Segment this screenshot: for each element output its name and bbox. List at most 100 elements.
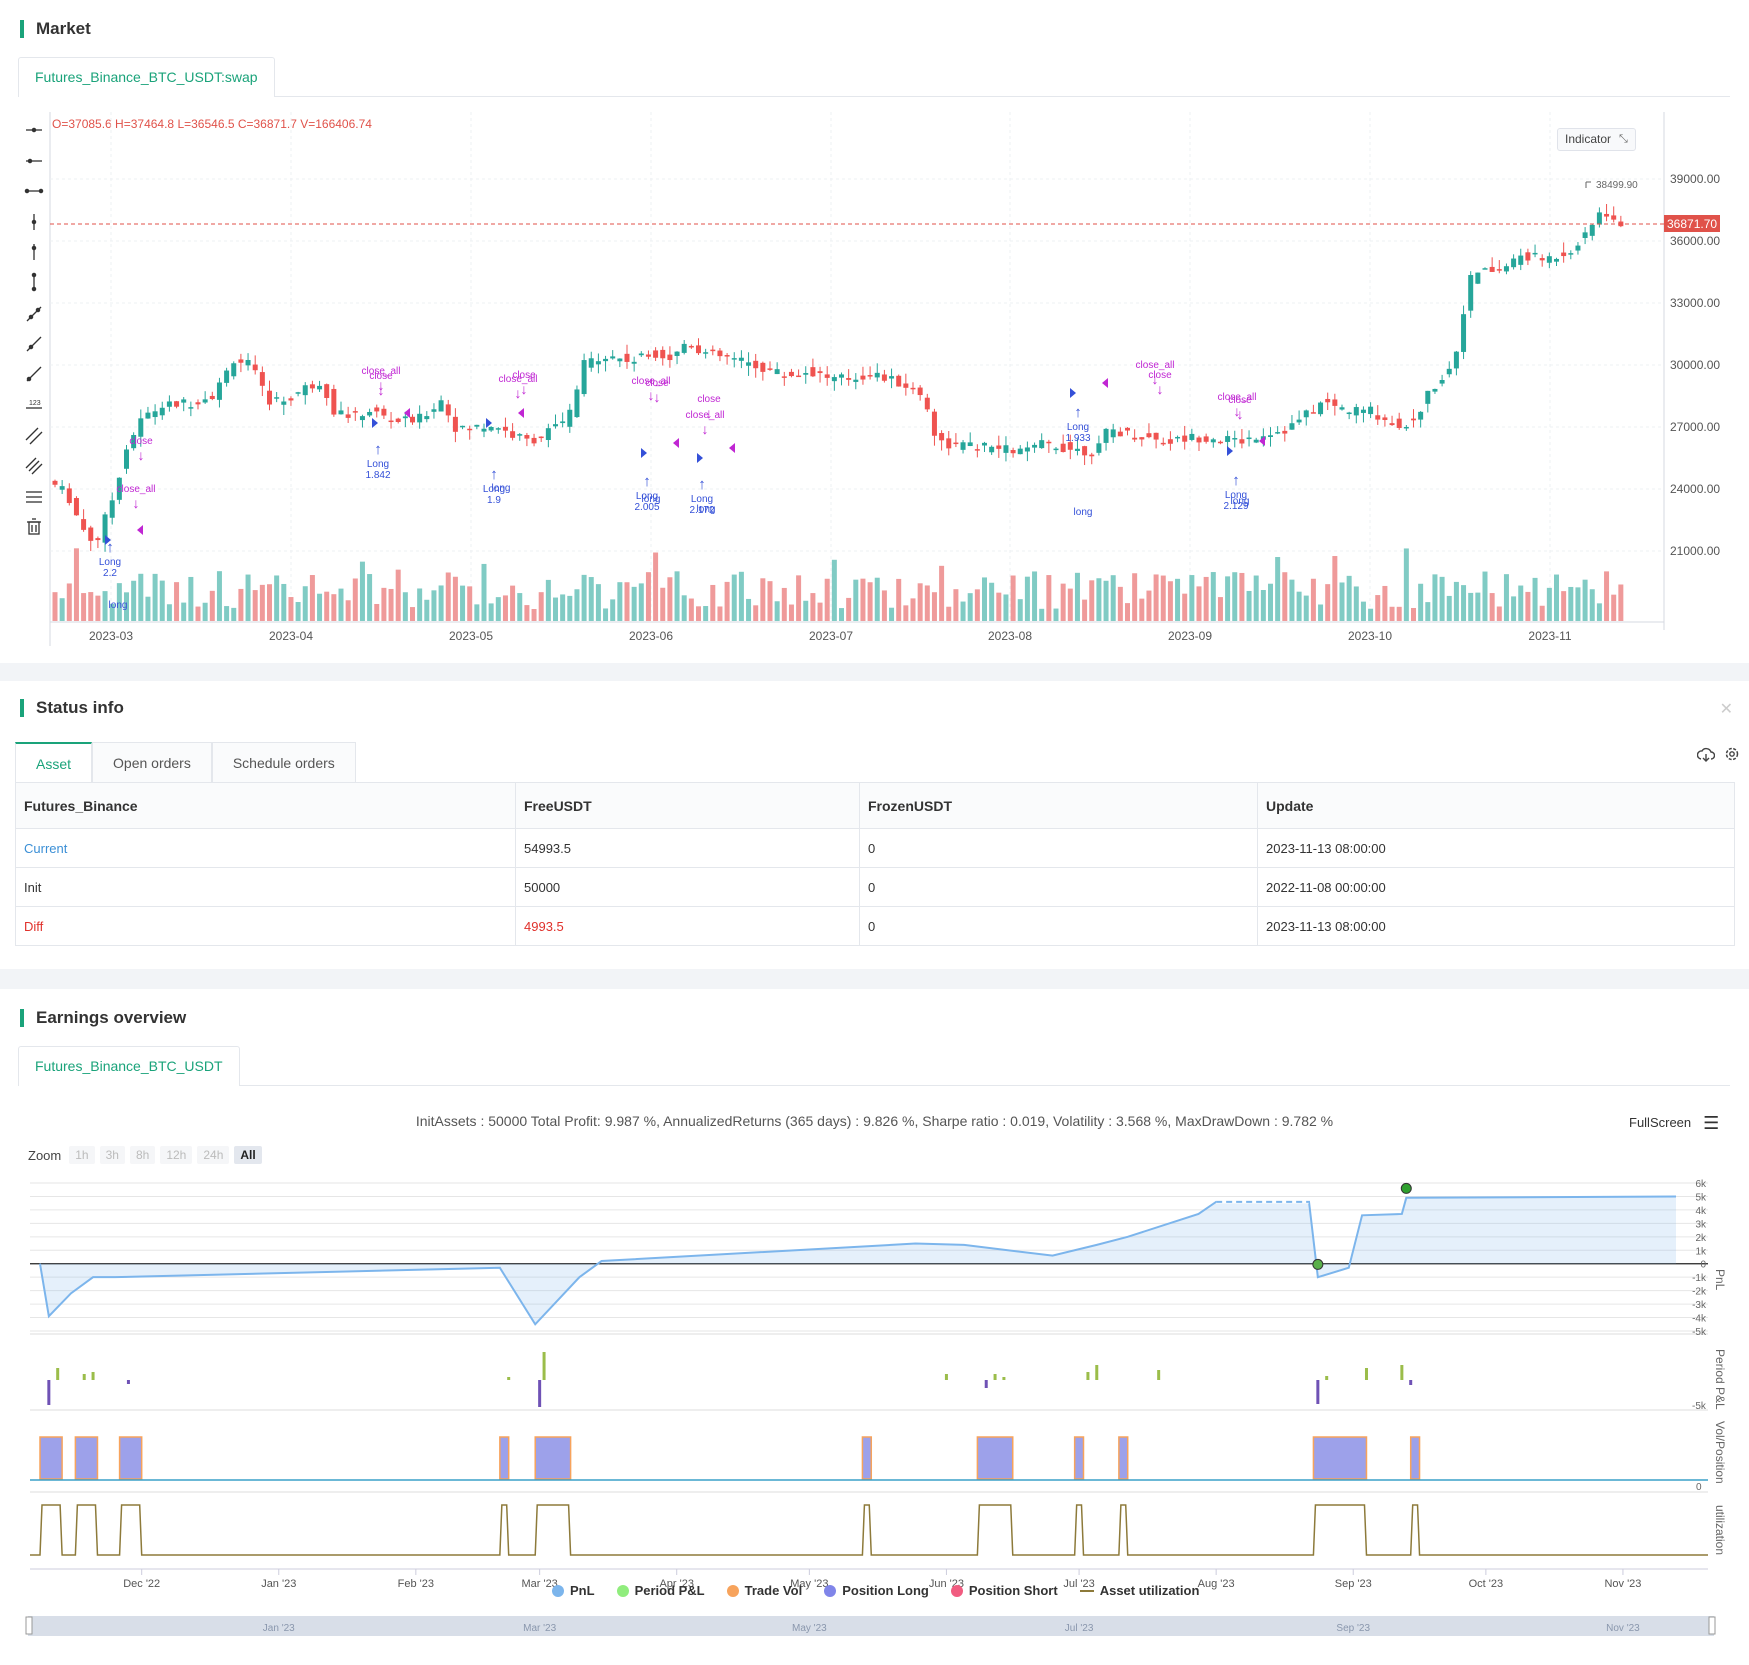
candle-body [59, 486, 65, 490]
exit-triangle [729, 443, 735, 453]
volume-bar [1439, 576, 1445, 621]
tab-schedule-orders[interactable]: Schedule orders [211, 742, 356, 784]
volume-bar [746, 598, 752, 621]
indicator-button[interactable]: Indicator ⤡ [1557, 128, 1636, 151]
cloud-download-icon[interactable] [1696, 747, 1716, 768]
candle-body [1196, 437, 1202, 443]
candle-body [1203, 436, 1209, 442]
candle-body [803, 373, 809, 375]
volume-bar [1546, 587, 1552, 621]
row-label-current[interactable]: Current [15, 828, 516, 868]
zoom-3h-button[interactable]: 3h [99, 1146, 125, 1164]
candle-body [52, 480, 58, 485]
long-size-label: 1.9 [487, 495, 501, 506]
zoom-24h-button[interactable]: 24h [197, 1146, 230, 1164]
navigator-track[interactable] [28, 1616, 1714, 1636]
period-pnl-bar [1364, 1368, 1368, 1380]
candle-body [1182, 435, 1188, 442]
trend-line-icon[interactable] [26, 306, 42, 322]
legend-item-trade-vol[interactable]: Trade Vol [726, 1583, 802, 1598]
candle-body [1253, 439, 1259, 443]
candle-body [431, 409, 437, 412]
vertical-ray-icon[interactable] [31, 244, 37, 260]
horizontal-line-icon[interactable] [26, 127, 42, 133]
horizontal-segment-icon[interactable] [24, 188, 44, 194]
gear-icon[interactable] [1723, 745, 1741, 768]
volume-bar [1125, 603, 1130, 621]
navigator-handle-right[interactable] [1708, 1616, 1716, 1635]
volume-bar [531, 608, 537, 621]
close-icon[interactable]: ✕ [1719, 701, 1733, 718]
legend-dot [616, 1584, 629, 1597]
zoom-1h-button[interactable]: 1h [69, 1146, 95, 1164]
candle-body [1589, 224, 1595, 236]
volume-bar [410, 607, 415, 621]
earnings-chart[interactable]: 6k 5k 4k 3k 2k 1k 0 -1k -2k -3k -4k -5k Dec '22 Jan '… [0, 989, 1749, 1665]
navigator-tick-label: Jul '23 [1065, 1623, 1094, 1634]
legend-item-position-short[interactable]: Position Short [950, 1583, 1058, 1598]
tab-asset[interactable]: Asset [15, 742, 93, 784]
legend-item-pnl[interactable]: PnL [552, 1583, 595, 1598]
fullscreen-button[interactable]: FullScreen ☰ [1629, 1112, 1720, 1133]
row-label-init: Init [15, 867, 516, 907]
parallel-channel-icon[interactable] [25, 427, 43, 445]
candle-body [1210, 439, 1216, 443]
zoom-all-button[interactable]: All [234, 1146, 262, 1164]
ray-line-icon[interactable] [26, 336, 42, 352]
candle-body [853, 379, 859, 382]
volume-bar [1110, 575, 1116, 621]
fib-channel-icon[interactable] [25, 457, 43, 475]
volume-bar [1175, 578, 1181, 621]
candle-body [974, 449, 980, 451]
legend-label: Position Long [842, 1583, 929, 1598]
long-size-label: 2.129 [1223, 501, 1248, 512]
legend-item-period-pnl[interactable]: Period P&L [616, 1583, 705, 1598]
collapse-icon: ⤡ [1619, 133, 1628, 145]
candle-body [1289, 423, 1295, 430]
volume-bar [88, 592, 94, 621]
volume-bar [159, 580, 165, 621]
candle-body [202, 399, 208, 403]
candle-body [1032, 444, 1038, 448]
candle-body [560, 421, 566, 424]
navigator-handle-left[interactable] [25, 1616, 33, 1635]
legend-dot [726, 1584, 739, 1597]
candle-body [331, 388, 337, 415]
tab-earnings-symbol[interactable]: Futures_Binance_BTC_USDT [18, 1046, 240, 1086]
long-entry-label: long [492, 483, 511, 494]
volume-bar [1582, 579, 1588, 621]
trash-icon[interactable] [27, 518, 41, 535]
candle-body [1024, 447, 1030, 452]
candles [52, 204, 1624, 552]
candle-body [238, 359, 244, 363]
volume-bar [1103, 580, 1109, 621]
volume-bar [452, 576, 458, 621]
legend-item-position-long[interactable]: Position Long [824, 1583, 929, 1598]
horizontal-ray-icon[interactable] [26, 158, 42, 164]
zoom-12h-button[interactable]: 12h [160, 1146, 193, 1164]
tab-open-orders[interactable]: Open orders [92, 742, 212, 784]
extended-line-icon[interactable] [26, 366, 42, 382]
candle-body [166, 401, 172, 407]
tab-market-symbol[interactable]: Futures_Binance_BTC_USDT:swap [18, 57, 275, 97]
candle-body [1303, 410, 1309, 418]
volume-bar [1353, 586, 1359, 621]
volume-bar [1289, 579, 1295, 621]
volume-bar [1411, 607, 1416, 621]
volume-bar [274, 575, 280, 621]
candle-body [259, 372, 265, 386]
menu-icon[interactable]: ☰ [1703, 1112, 1720, 1133]
volume-bar [395, 569, 401, 621]
vertical-segment-icon[interactable] [31, 272, 37, 292]
candle-body [796, 375, 802, 378]
ohlc-readout: O=37085.6 H=37464.8 L=36546.5 C=36871.7 … [52, 117, 372, 131]
zoom-8h-button[interactable]: 8h [129, 1146, 156, 1164]
price-label-icon[interactable]: 123 [26, 400, 42, 409]
vertical-line-icon[interactable] [31, 214, 37, 230]
x-tick-label: Mar '23 [521, 1578, 557, 1590]
legend-item-asset-utilization[interactable]: Asset utilization [1079, 1583, 1199, 1598]
candle-body [116, 477, 122, 500]
fib-retracement-icon[interactable] [26, 491, 42, 503]
volume-bar [1375, 595, 1381, 621]
